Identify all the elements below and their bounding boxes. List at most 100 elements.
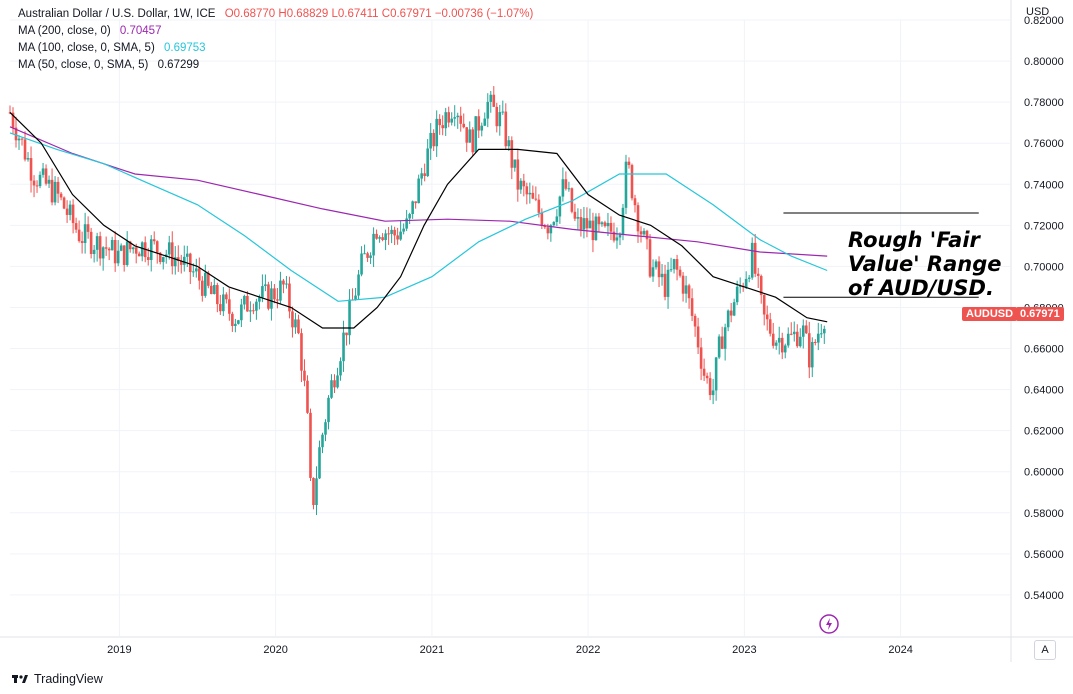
candle-body <box>201 280 204 296</box>
candle-body <box>210 285 213 295</box>
candle-body <box>753 242 757 274</box>
candle-body <box>44 168 48 184</box>
candle-body <box>555 216 559 222</box>
candle-body <box>546 227 550 234</box>
candle-body <box>444 112 447 129</box>
annotation-line-2: Value' Range <box>848 252 1002 276</box>
candle-body <box>101 247 105 259</box>
candle-body <box>300 333 303 371</box>
candle-body <box>324 422 327 435</box>
candle-body <box>59 193 63 198</box>
candle-body <box>104 247 108 249</box>
candle-body <box>708 378 712 396</box>
candle-body <box>756 273 760 276</box>
candle-body <box>465 127 469 143</box>
tradingview-logo-icon <box>12 673 28 685</box>
candle-body <box>387 233 390 235</box>
ma200-legend[interactable]: MA (200, close, 0) 0.70457 <box>18 23 533 40</box>
candle-body <box>672 259 676 270</box>
candle-body <box>17 138 21 141</box>
time-tick-label: 2023 <box>732 644 756 656</box>
candle-body <box>693 315 697 327</box>
ma100-value: 0.69753 <box>163 42 206 54</box>
footer-branding[interactable]: TradingView <box>12 672 103 686</box>
annotation-line-1: Rough 'Fair <box>848 228 980 252</box>
symbol-title[interactable]: Australian Dollar / U.S. Dollar, 1W, ICE <box>18 8 216 20</box>
candle-body <box>20 138 24 140</box>
candle-body <box>654 261 658 268</box>
candle-body <box>107 248 111 251</box>
candle-body <box>74 223 78 230</box>
ma100-legend[interactable]: MA (100, close, 0, SMA, 5) 0.69753 <box>18 40 533 57</box>
candle-body <box>423 173 426 177</box>
ma50-legend[interactable]: MA (50, close, 0, SMA, 5) 0.67299 <box>18 57 533 74</box>
price-tick-label: 0.80000 <box>1024 56 1064 68</box>
candle-body <box>249 310 252 312</box>
currency-label[interactable]: USD <box>1026 6 1050 18</box>
event-marker[interactable] <box>819 614 839 634</box>
candle-body <box>540 212 544 226</box>
candle-body <box>453 117 457 119</box>
candle-body <box>173 257 177 267</box>
candle-body <box>125 241 129 265</box>
candle-body <box>447 112 451 123</box>
candle-body <box>23 139 27 160</box>
candle-body <box>213 285 216 295</box>
candle-body <box>585 218 589 229</box>
candle-body <box>666 269 670 297</box>
candle-body <box>813 341 817 343</box>
candle-body <box>633 198 637 206</box>
candle-body <box>83 224 87 243</box>
candle-body <box>273 288 276 300</box>
price-axis[interactable]: 0.54000 0.56000 0.58000 0.60000 0.62000 0.640… <box>1010 0 1064 662</box>
candle-body <box>480 125 484 131</box>
candle-body <box>152 239 156 242</box>
candle-body <box>336 375 339 388</box>
candle-body <box>357 274 360 296</box>
candle-body <box>645 230 649 240</box>
candle-body <box>32 180 36 186</box>
candle-body <box>47 179 51 184</box>
candle-body <box>68 204 72 215</box>
candle-body <box>606 222 610 227</box>
candle-body <box>279 280 282 301</box>
auto-scale-button[interactable]: A <box>1034 640 1056 660</box>
candle-body <box>116 250 120 264</box>
candle-body <box>122 245 126 265</box>
price-tick-label: 0.76000 <box>1024 138 1064 150</box>
candle-body <box>627 161 631 166</box>
candle-body <box>471 129 475 153</box>
candle-body <box>807 333 811 368</box>
candle-body <box>744 278 748 288</box>
candle-body <box>510 140 514 168</box>
candle-body <box>360 253 363 275</box>
candle-body <box>429 132 432 149</box>
candle-body <box>258 297 261 302</box>
candle-body <box>312 477 315 506</box>
time-axis[interactable]: 2019 2020 2021 2022 2023 2024 <box>0 636 1073 656</box>
candle-body <box>474 116 478 153</box>
candle-body <box>513 159 517 168</box>
candle-body <box>519 180 523 190</box>
candle-body <box>549 225 553 234</box>
candle-body <box>53 181 57 203</box>
candle-body <box>690 298 694 316</box>
candle-body <box>140 242 144 257</box>
candle-body <box>303 370 306 381</box>
candle-body <box>810 341 814 368</box>
candle-body <box>732 302 736 316</box>
candle-body <box>618 234 622 238</box>
candle-body <box>207 272 210 286</box>
candle-body <box>158 252 162 263</box>
candle-body <box>534 198 538 200</box>
candle-body <box>552 221 556 226</box>
candle-body <box>191 271 195 273</box>
time-tick-label: 2020 <box>263 644 287 656</box>
candle-body <box>783 345 787 353</box>
candle-body <box>146 257 150 260</box>
candle-body <box>216 285 219 305</box>
candle-body <box>594 216 598 241</box>
candle-body <box>306 380 309 413</box>
candle-body <box>729 310 733 316</box>
